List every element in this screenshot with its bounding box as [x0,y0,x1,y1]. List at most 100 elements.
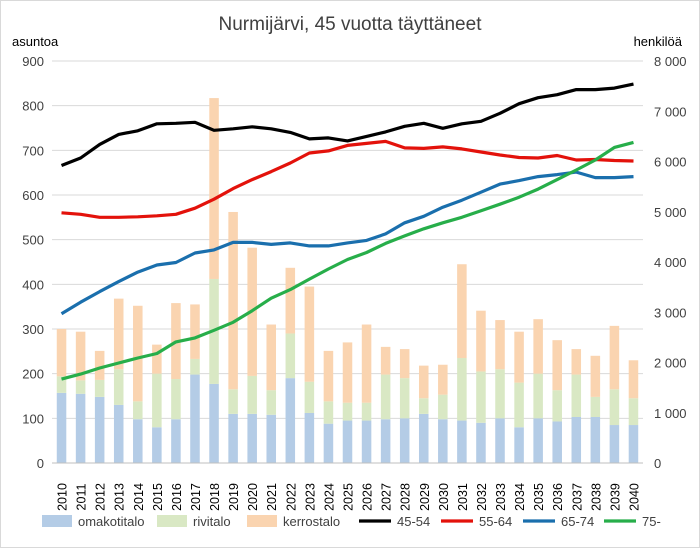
bar-kerrostalo-2037 [571,349,582,375]
bar-kerrostalo-2017 [190,304,200,359]
x-tick-label: 2025 [342,483,356,511]
x-tick-label: 2015 [151,483,165,511]
bar-rivitalo-2017 [190,358,200,375]
bar-omakotitalo-2035 [533,418,543,463]
x-tick-label: 2024 [322,483,336,511]
bar-rivitalo-2022 [285,333,296,379]
bar-kerrostalo-2029 [418,365,429,399]
bar-kerrostalo-2038 [590,355,601,397]
right-tick-label: 7 000 [654,104,687,119]
left-tick-label: 200 [22,367,44,382]
x-tick-label: 2018 [208,483,222,511]
bar-kerrostalo-2036 [552,340,562,391]
bar-omakotitalo-2025 [342,420,353,463]
bar-omakotitalo-2021 [266,414,277,463]
bar-omakotitalo-2020 [247,413,257,463]
bar-rivitalo-2036 [552,390,562,422]
x-tick-label: 2010 [56,483,70,511]
bar-omakotitalo-2030 [438,419,448,463]
legend-label-kerrostalo: kerrostalo [283,514,340,529]
legend-label-75-: 75- [642,514,661,529]
bar-kerrostalo-2034 [514,331,524,383]
bar-kerrostalo-2039 [609,325,620,390]
chart-title: Nurmijärvi, 45 vuotta täyttäneet [218,14,482,35]
bar-omakotitalo-2017 [190,374,200,463]
bar-rivitalo-2012 [94,379,105,397]
bar-omakotitalo-2026 [361,420,372,463]
x-tick-label: 2033 [494,483,508,511]
bar-omakotitalo-2015 [152,427,162,463]
x-tick-label: 2029 [418,483,432,511]
x-tick-label: 2017 [189,483,203,511]
x-tick-label: 2021 [265,483,279,511]
bar-kerrostalo-2012 [94,350,105,380]
bar-rivitalo-2032 [476,371,486,423]
legend-label-omakotitalo: omakotitalo [78,514,144,529]
left-tick-label: 500 [22,233,44,248]
right-tick-label: 3 000 [654,305,687,320]
bar-rivitalo-2035 [533,373,543,419]
x-tick-label: 2011 [75,484,89,511]
line-series-45-54 [60,82,634,167]
bar-omakotitalo-2031 [457,420,467,463]
bar-omakotitalo-2033 [495,418,505,463]
left-tick-label: 400 [22,277,44,292]
bar-omakotitalo-2032 [476,422,486,463]
bar-omakotitalo-2022 [285,378,296,463]
bar-omakotitalo-2027 [380,419,391,463]
left-tick-label: 700 [22,143,44,158]
bar-rivitalo-2020 [247,375,257,414]
bar-omakotitalo-2014 [133,419,143,463]
bar-kerrostalo-2018 [209,98,219,279]
bar-omakotitalo-2023 [304,412,315,463]
x-tick-label: 2030 [437,483,451,511]
right-tick-label: 8 000 [654,54,687,69]
x-tick-label: 2032 [475,483,489,511]
right-tick-label: 4 000 [654,255,687,270]
x-tick-label: 2031 [456,483,470,511]
line-series-55-64 [61,139,634,219]
bar-omakotitalo-2024 [323,423,334,463]
bar-rivitalo-2034 [514,382,524,428]
bar-kerrostalo-2028 [399,349,410,379]
x-tick-label: 2020 [246,483,260,511]
left-tick-label: 300 [22,322,44,337]
x-tick-label: 2027 [380,483,394,511]
bar-kerrostalo-2027 [380,346,391,375]
x-tick-label: 2012 [94,483,108,511]
bar-omakotitalo-2016 [171,419,181,463]
bar-omakotitalo-2011 [75,393,86,463]
legend-swatch-rivitalo [157,515,187,527]
bar-rivitalo-2029 [418,398,429,414]
bar-rivitalo-2028 [399,378,410,419]
left-tick-label: 100 [22,411,44,426]
bar-rivitalo-2026 [361,402,372,421]
bar-kerrostalo-2040 [628,360,639,399]
legend-label-55-64: 55-64 [479,514,512,529]
bar-omakotitalo-2019 [228,413,238,463]
x-tick-label: 2028 [399,483,413,511]
bar-kerrostalo-2025 [342,342,353,403]
left-axis-label: asuntoa [12,34,59,49]
bar-rivitalo-2011 [75,380,86,394]
bar-omakotitalo-2034 [514,427,524,463]
bar-omakotitalo-2028 [399,418,410,463]
bar-kerrostalo-2019 [228,211,238,390]
bar-rivitalo-2015 [152,373,162,428]
bar-rivitalo-2019 [228,389,238,414]
x-tick-label: 2040 [627,483,641,511]
bar-kerrostalo-2033 [495,320,505,370]
bar-rivitalo-2025 [342,402,353,421]
x-tick-label: 2013 [113,483,127,511]
bar-omakotitalo-2038 [590,416,601,463]
bar-kerrostalo-2023 [304,286,315,382]
right-tick-label: 0 [654,456,661,471]
bar-kerrostalo-2010 [56,329,67,377]
legend-swatch-omakotitalo [42,515,72,527]
x-tick-label: 2039 [608,483,622,511]
bar-omakotitalo-2040 [628,425,639,463]
x-tick-label: 2022 [284,483,298,511]
bar-omakotitalo-2012 [94,396,105,463]
